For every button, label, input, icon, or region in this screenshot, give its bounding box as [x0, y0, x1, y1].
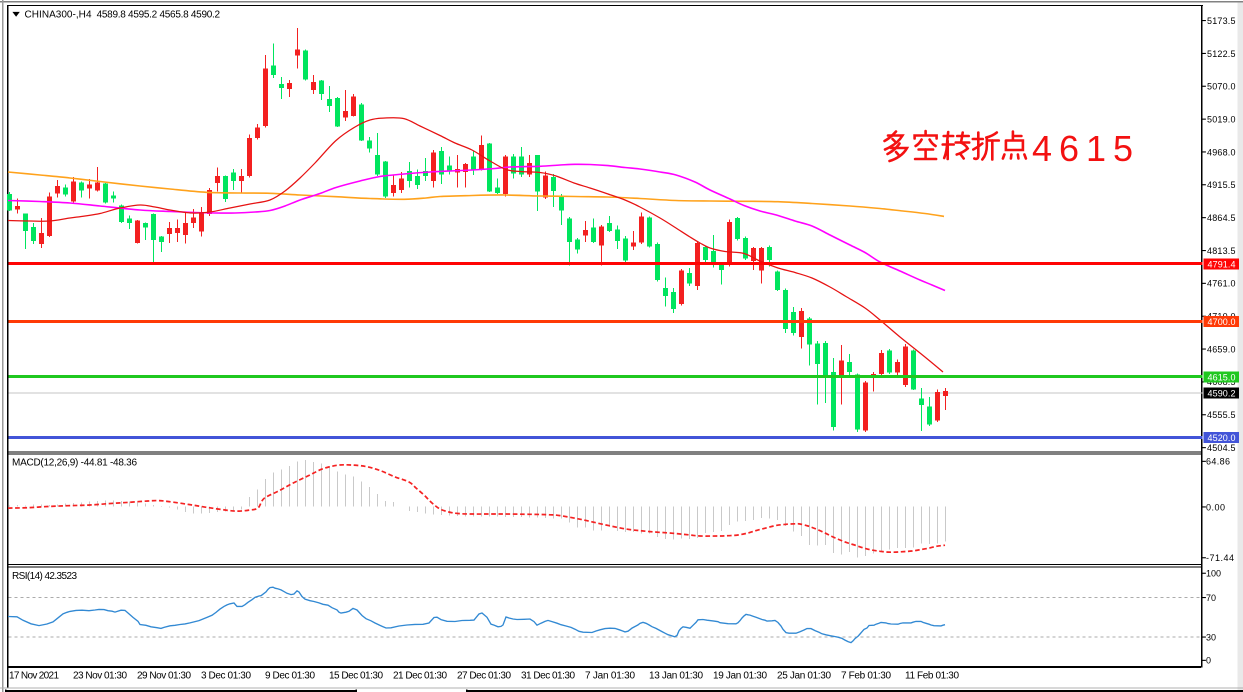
svg-text:31 Dec 01:30: 31 Dec 01:30 [521, 671, 575, 682]
svg-text:4520.0: 4520.0 [1208, 433, 1236, 443]
svg-text:3 Dec 01:30: 3 Dec 01:30 [201, 671, 251, 682]
svg-text:4968.0: 4968.0 [1207, 147, 1236, 157]
svg-text:70: 70 [1206, 593, 1216, 603]
svg-text:7 Jan 01:30: 7 Jan 01:30 [585, 671, 635, 682]
svg-text:13 Jan 01:30: 13 Jan 01:30 [649, 671, 703, 682]
svg-text:RSI(14) 42.3523: RSI(14) 42.3523 [12, 571, 77, 582]
svg-text:0.00: 0.00 [1206, 502, 1225, 512]
svg-text:21 Dec 01:30: 21 Dec 01:30 [393, 671, 447, 682]
svg-text:0: 0 [1206, 656, 1211, 666]
svg-text:17 Nov 2021: 17 Nov 2021 [9, 671, 59, 682]
svg-text:4813.5: 4813.5 [1207, 246, 1236, 256]
svg-text:5173.5: 5173.5 [1207, 16, 1236, 26]
svg-text:4864.5: 4864.5 [1207, 213, 1236, 223]
svg-text:4589.8 4595.2 4565.8 4590.2: 4589.8 4595.2 4565.8 4590.2 [97, 10, 221, 21]
svg-text:4915.5: 4915.5 [1207, 180, 1236, 190]
svg-text:-71.44: -71.44 [1206, 553, 1234, 563]
svg-text:MACD(12,26,9) -44.81 -48.36: MACD(12,26,9) -44.81 -48.36 [12, 457, 137, 468]
svg-text:4590.2: 4590.2 [1208, 388, 1236, 398]
svg-text:27 Dec 01:30: 27 Dec 01:30 [457, 671, 511, 682]
svg-text:CHINA300-,H4: CHINA300-,H4 [25, 10, 92, 21]
svg-text:29 Nov 01:30: 29 Nov 01:30 [137, 671, 191, 682]
svg-text:5070.0: 5070.0 [1207, 82, 1236, 92]
svg-text:7 Feb 01:30: 7 Feb 01:30 [841, 671, 891, 682]
svg-text:23 Nov 01:30: 23 Nov 01:30 [73, 671, 127, 682]
svg-text:5122.5: 5122.5 [1207, 49, 1236, 59]
svg-text:11 Feb 01:30: 11 Feb 01:30 [905, 671, 959, 682]
svg-text:15 Dec 01:30: 15 Dec 01:30 [329, 671, 383, 682]
svg-text:4761.0: 4761.0 [1207, 279, 1236, 289]
svg-text:4659.0: 4659.0 [1207, 344, 1236, 354]
svg-text:25 Jan 01:30: 25 Jan 01:30 [777, 671, 831, 682]
svg-text:4504.5: 4504.5 [1207, 443, 1236, 453]
svg-text:4615.0: 4615.0 [1208, 372, 1236, 382]
svg-text:100: 100 [1206, 569, 1221, 579]
svg-text:4700.0: 4700.0 [1208, 317, 1236, 327]
svg-text:4791.4: 4791.4 [1208, 259, 1236, 269]
svg-text:4555.5: 4555.5 [1207, 410, 1236, 420]
svg-text:9 Dec 01:30: 9 Dec 01:30 [265, 671, 315, 682]
svg-text:30: 30 [1206, 632, 1216, 642]
svg-text:19 Jan 01:30: 19 Jan 01:30 [713, 671, 767, 682]
svg-text:64.86: 64.86 [1206, 457, 1230, 467]
svg-text:5019.0: 5019.0 [1207, 115, 1236, 125]
